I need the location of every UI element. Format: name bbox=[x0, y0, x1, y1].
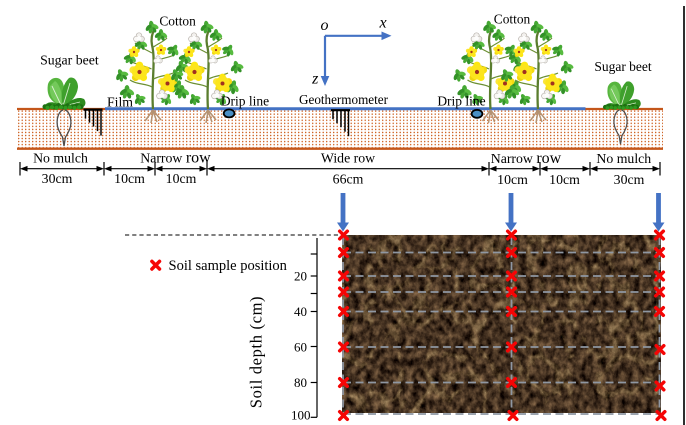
svg-text:10cm: 10cm bbox=[114, 171, 145, 186]
svg-text:66cm: 66cm bbox=[333, 172, 364, 187]
svg-text:Film: Film bbox=[107, 95, 133, 110]
svg-text:10cm: 10cm bbox=[549, 172, 580, 187]
svg-text:o: o bbox=[321, 17, 329, 34]
svg-text:30cm: 30cm bbox=[42, 171, 73, 186]
svg-text:40: 40 bbox=[294, 304, 307, 319]
svg-text:100: 100 bbox=[291, 408, 311, 423]
svg-text:20: 20 bbox=[294, 268, 307, 283]
svg-text:30cm: 30cm bbox=[614, 172, 645, 187]
svg-text:Geothermometer: Geothermometer bbox=[299, 92, 388, 107]
svg-text:Wide row: Wide row bbox=[321, 150, 375, 165]
svg-text:80: 80 bbox=[294, 375, 307, 390]
svg-text:No mulch: No mulch bbox=[33, 150, 88, 165]
svg-text:Sugar beet: Sugar beet bbox=[40, 53, 99, 68]
svg-text:Cotton: Cotton bbox=[494, 12, 531, 27]
svg-text:Narrow row: Narrow row bbox=[140, 149, 211, 166]
svg-text:Cotton: Cotton bbox=[159, 14, 196, 29]
svg-text:Soil sample position: Soil sample position bbox=[169, 258, 288, 274]
svg-text:Drip line: Drip line bbox=[221, 93, 269, 108]
svg-text:60: 60 bbox=[294, 339, 307, 354]
svg-text:10cm: 10cm bbox=[497, 172, 528, 187]
svg-text:Narrow row: Narrow row bbox=[491, 150, 562, 167]
svg-text:x: x bbox=[378, 15, 386, 32]
svg-text:No mulch: No mulch bbox=[596, 151, 651, 166]
svg-text:Drip line: Drip line bbox=[437, 93, 485, 108]
svg-text:Sugar beet: Sugar beet bbox=[594, 59, 652, 74]
svg-text:Soil depth (cm): Soil depth (cm) bbox=[247, 296, 266, 408]
svg-text:10cm: 10cm bbox=[166, 171, 197, 186]
svg-text:z: z bbox=[311, 71, 319, 88]
